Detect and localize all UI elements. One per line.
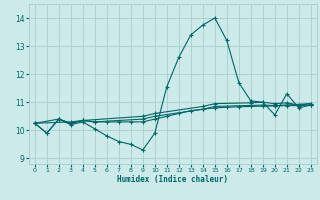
X-axis label: Humidex (Indice chaleur): Humidex (Indice chaleur) — [117, 175, 228, 184]
